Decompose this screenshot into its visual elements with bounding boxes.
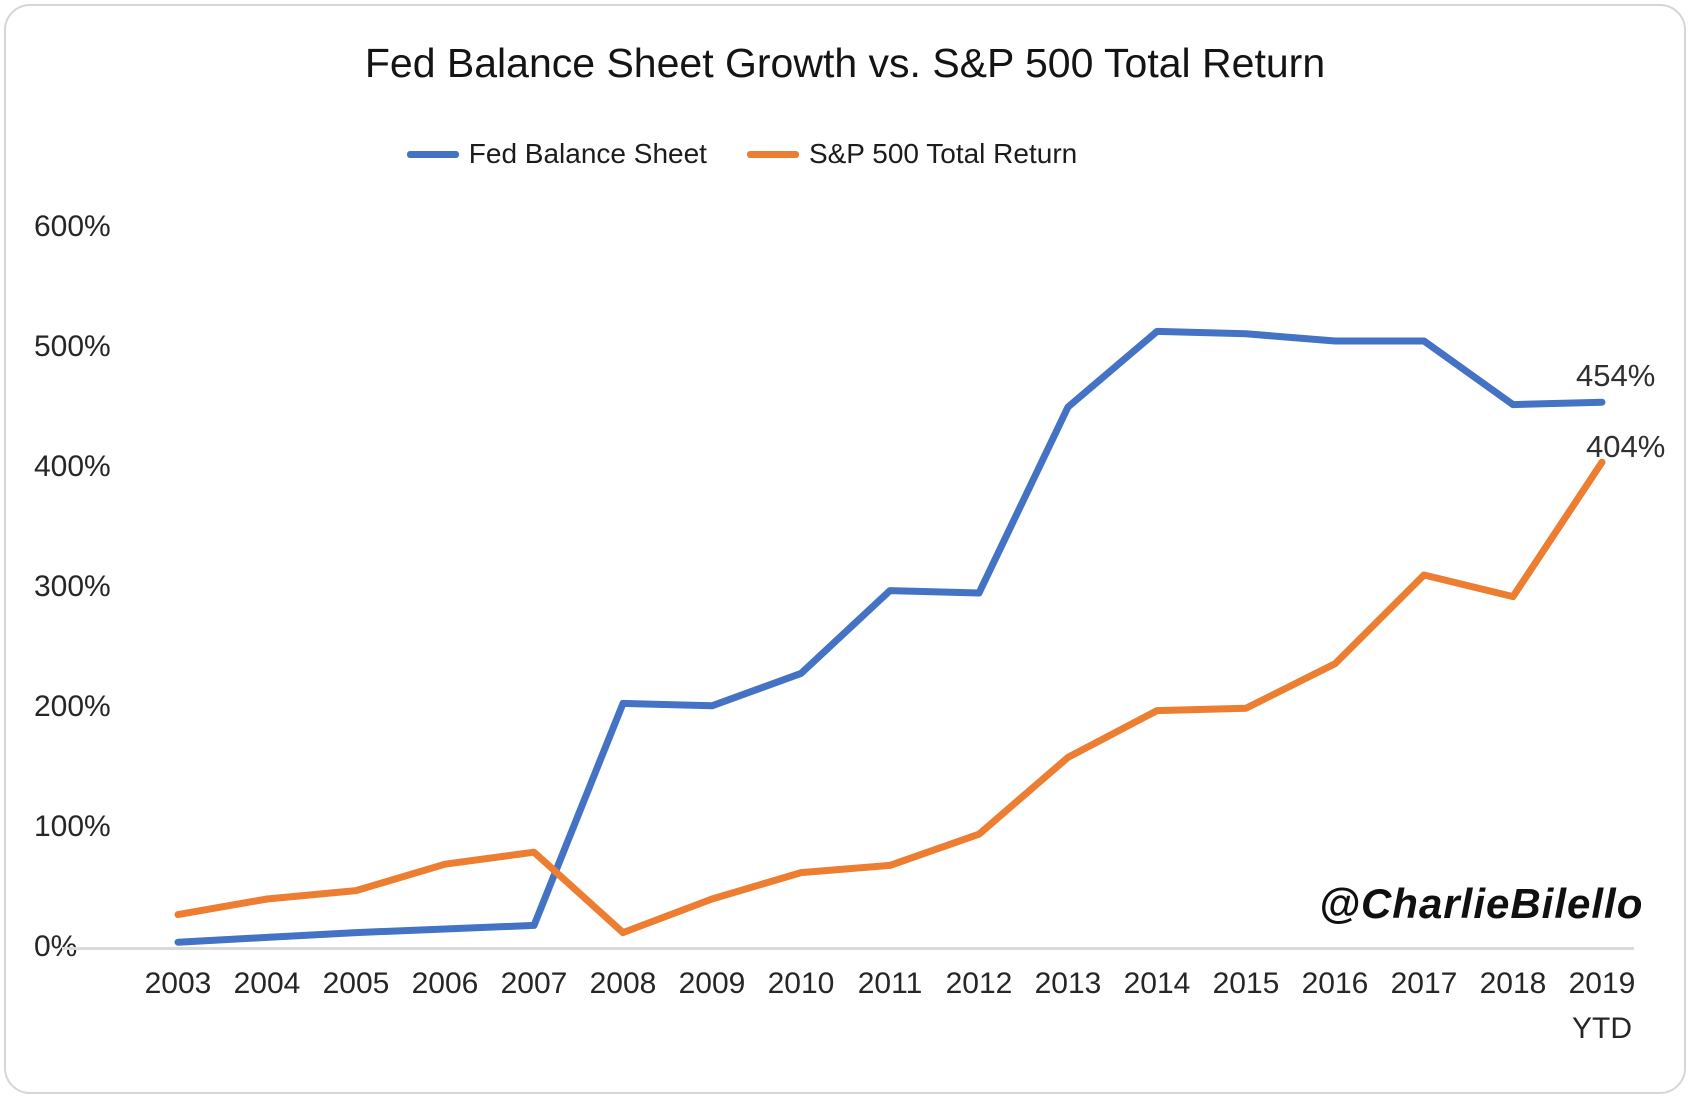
- chart-card: Fed Balance Sheet Growth vs. S&P 500 Tot…: [4, 4, 1686, 1094]
- series-line-sp500-total-return: [178, 462, 1602, 932]
- data-label-sp500-final: 404%: [1586, 429, 1665, 465]
- plot-area: [6, 6, 1690, 1104]
- watermark: @CharlieBilello: [1319, 880, 1643, 928]
- series-line-fed-balance-sheet: [178, 331, 1602, 942]
- data-label-fed-final: 454%: [1576, 358, 1655, 394]
